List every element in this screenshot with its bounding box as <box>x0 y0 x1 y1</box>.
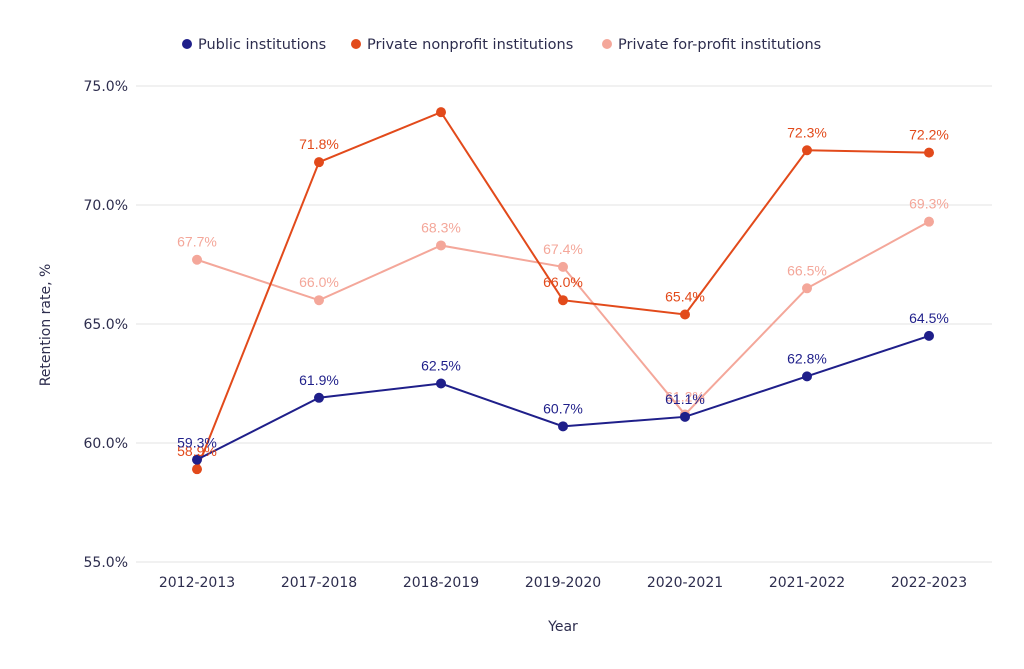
legend-item[interactable]: Private for-profit institutions <box>602 37 821 53</box>
gridlines <box>136 85 992 563</box>
data-label: 61.2% <box>665 388 705 404</box>
legend-item[interactable]: Private nonprofit institutions <box>351 37 573 53</box>
y-axis-ticks: 55.0% 60.0% 65.0% 70.0% 75.0% <box>84 79 128 571</box>
data-label: 66.5% <box>787 262 827 278</box>
data-point[interactable] <box>802 145 812 156</box>
y-tick-label: 60.0% <box>84 436 128 452</box>
legend-marker <box>182 39 192 49</box>
data-label: 64.5% <box>909 310 949 326</box>
data-point[interactable] <box>436 378 446 389</box>
data-label: 68.3% <box>421 219 461 235</box>
x-tick-label: 2019-2020 <box>525 575 601 591</box>
data-label: 69.3% <box>909 196 949 212</box>
data-point[interactable] <box>802 371 812 382</box>
data-point[interactable] <box>192 454 202 465</box>
data-point[interactable] <box>314 157 324 168</box>
legend-label: Private nonprofit institutions <box>367 37 573 53</box>
legend-marker <box>351 39 361 49</box>
data-label: 62.8% <box>787 350 827 366</box>
legend-label: Public institutions <box>198 37 326 53</box>
data-point[interactable] <box>314 295 324 306</box>
data-label: 72.3% <box>787 124 827 140</box>
data-point[interactable] <box>680 309 690 320</box>
data-point[interactable] <box>436 107 446 118</box>
x-axis-title: Year <box>547 619 578 635</box>
legend-marker <box>602 39 612 49</box>
data-labels: 67.7% 66.0% 68.3% 67.4% 61.2% 66.5% 69.3% 58.9%… <box>177 124 949 459</box>
data-label: 61.9% <box>299 372 339 388</box>
x-tick-label: 2020-2021 <box>647 575 723 591</box>
series-group <box>192 107 934 475</box>
data-point[interactable] <box>802 283 812 294</box>
data-label: 60.7% <box>543 400 583 416</box>
data-point[interactable] <box>314 392 324 403</box>
data-point[interactable] <box>436 240 446 251</box>
data-label: 66.0% <box>543 274 583 290</box>
data-label: 67.4% <box>543 241 583 257</box>
x-tick-label: 2017-2018 <box>281 575 357 591</box>
data-label: 66.0% <box>299 274 339 290</box>
data-label: 59.3% <box>177 435 217 451</box>
data-label: 71.8% <box>299 136 339 152</box>
data-point[interactable] <box>924 147 934 158</box>
data-point[interactable] <box>680 411 690 422</box>
data-point[interactable] <box>558 421 568 432</box>
legend: Public institutions Private nonprofit ins… <box>182 37 821 53</box>
data-label: 67.7% <box>177 234 217 250</box>
y-tick-label: 55.0% <box>84 555 128 571</box>
series-public-institutions <box>192 330 934 465</box>
data-label: 65.4% <box>665 288 705 304</box>
data-point[interactable] <box>558 295 568 306</box>
legend-item[interactable]: Public institutions <box>182 37 326 53</box>
data-point[interactable] <box>558 261 568 272</box>
legend-label: Private for-profit institutions <box>618 37 821 53</box>
data-label: 61.1% <box>665 391 705 407</box>
y-tick-label: 75.0% <box>84 79 128 95</box>
data-label: 72.2% <box>909 127 949 143</box>
y-axis-title: Retention rate, % <box>38 264 54 387</box>
x-tick-label: 2018-2019 <box>403 575 479 591</box>
data-point[interactable] <box>192 464 202 475</box>
data-point[interactable] <box>924 216 934 227</box>
data-label: 58.9% <box>177 443 217 459</box>
x-axis-ticks: 2012-2013 2017-2018 2018-2019 2019-2020 2020… <box>159 575 967 591</box>
data-point[interactable] <box>924 330 934 341</box>
x-tick-label: 2012-2013 <box>159 575 235 591</box>
x-tick-label: 2022-2023 <box>891 575 967 591</box>
y-tick-label: 65.0% <box>84 317 128 333</box>
data-point[interactable] <box>192 254 202 265</box>
y-tick-label: 70.0% <box>84 198 128 214</box>
series-private-nonprofit-institutions <box>192 107 934 475</box>
data-label: 62.5% <box>421 358 461 374</box>
x-tick-label: 2021-2022 <box>769 575 845 591</box>
